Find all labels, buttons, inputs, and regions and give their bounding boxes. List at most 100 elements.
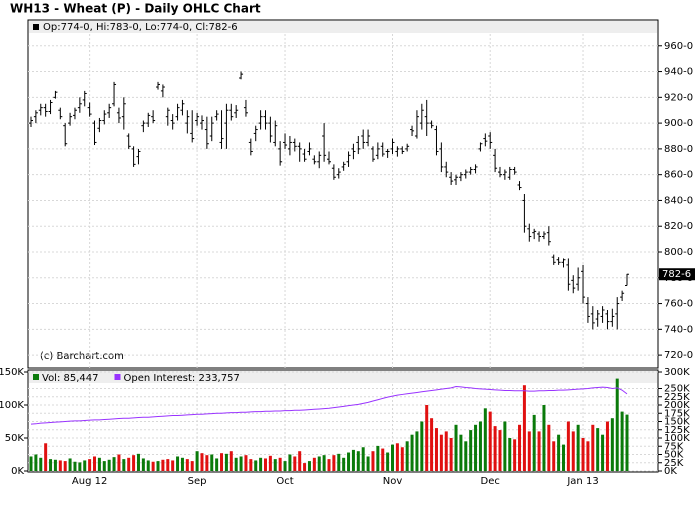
volume-bar bbox=[161, 459, 165, 471]
x-tick-label: Sep bbox=[188, 476, 207, 487]
volume-bar bbox=[53, 459, 57, 471]
price-legend-swatch bbox=[33, 24, 39, 30]
legend-swatch bbox=[33, 374, 39, 380]
volume-bar bbox=[229, 451, 233, 471]
y-tick-label: 960-0 bbox=[664, 41, 693, 52]
volume-bar bbox=[405, 441, 409, 471]
last-price-label: 782-6 bbox=[662, 269, 691, 280]
volume-bar bbox=[298, 451, 302, 471]
y-tick-label: 720-0 bbox=[664, 350, 693, 361]
volume-bar bbox=[93, 456, 97, 471]
volume-bar bbox=[464, 441, 468, 471]
volume-bar bbox=[136, 453, 140, 471]
volume-bar bbox=[425, 405, 429, 471]
y-tick-label: 0K bbox=[11, 466, 24, 477]
volume-bar bbox=[34, 454, 38, 471]
y-tick-label: 820-0 bbox=[664, 221, 693, 232]
volume-bar bbox=[327, 459, 331, 471]
volume-bar bbox=[205, 455, 209, 471]
volume-bar bbox=[581, 438, 585, 471]
y-tick-label: 150K bbox=[0, 367, 24, 378]
volume-bar bbox=[83, 460, 87, 471]
credit: (c) Barchart.com bbox=[40, 351, 124, 362]
volume-bar bbox=[200, 453, 204, 471]
volume-bar bbox=[381, 448, 385, 471]
volume-bar bbox=[342, 457, 346, 471]
volume-bar bbox=[469, 430, 473, 471]
volume-bar bbox=[78, 462, 82, 471]
volume-bar bbox=[185, 459, 189, 471]
legend-label: Vol: 85,447 bbox=[42, 373, 99, 384]
volume-bar bbox=[434, 428, 438, 471]
y-tick-label: 800-0 bbox=[664, 247, 693, 258]
price-legend: Op:774-0, Hi:783-0, Lo:774-0, Cl:782-6 bbox=[43, 22, 238, 33]
volume-bar bbox=[478, 421, 482, 471]
y2-tick-label: 250K bbox=[664, 384, 690, 395]
price-legend-box bbox=[29, 21, 657, 33]
volume-bar bbox=[44, 443, 48, 471]
volume-bar bbox=[498, 430, 502, 471]
volume-bar bbox=[557, 434, 561, 471]
volume-bar bbox=[371, 451, 375, 471]
volume-bar bbox=[322, 455, 326, 471]
volume-bar bbox=[513, 439, 517, 471]
volume-bar bbox=[63, 461, 67, 471]
y-tick-label: 920-0 bbox=[664, 92, 693, 103]
volume-bar bbox=[122, 459, 126, 471]
volume-bar bbox=[307, 461, 311, 471]
volume-bar bbox=[68, 458, 72, 471]
volume-bar bbox=[176, 456, 180, 471]
volume-bar bbox=[576, 424, 580, 471]
volume-bar bbox=[459, 434, 463, 471]
volume-bar bbox=[610, 418, 614, 471]
y-tick-label: 860-0 bbox=[664, 170, 693, 181]
open-interest-line bbox=[30, 386, 628, 425]
volume-bar bbox=[493, 426, 497, 471]
volume-bar bbox=[146, 460, 150, 471]
volume-bar bbox=[127, 457, 131, 471]
volume-bar bbox=[454, 424, 458, 471]
volume-bar bbox=[532, 414, 536, 471]
volume-bar bbox=[166, 459, 170, 471]
y-tick-label: 740-0 bbox=[664, 324, 693, 335]
volume-bar bbox=[288, 454, 292, 471]
volume-bar bbox=[263, 458, 267, 471]
volume-bar bbox=[337, 453, 341, 471]
volume-legend-box bbox=[29, 371, 657, 383]
volume-bar bbox=[141, 458, 145, 471]
volume-bar bbox=[239, 456, 243, 471]
volume-bar bbox=[449, 438, 453, 471]
volume-bar bbox=[347, 452, 351, 471]
y-tick-label: 50K bbox=[5, 433, 25, 444]
volume-bar bbox=[254, 460, 258, 471]
volume-bar bbox=[552, 441, 556, 471]
volume-bar bbox=[224, 453, 228, 471]
volume-bar bbox=[601, 434, 605, 471]
volume-bar bbox=[488, 411, 492, 471]
x-tick-label: Aug 12 bbox=[72, 476, 107, 487]
y2-tick-label: 200K bbox=[664, 400, 690, 411]
volume-bar bbox=[586, 441, 590, 471]
y2-tick-label: 300K bbox=[664, 367, 690, 378]
volume-bar bbox=[332, 455, 336, 471]
volume-bar bbox=[278, 457, 282, 471]
volume-bar bbox=[503, 421, 507, 471]
volume-bar bbox=[112, 457, 116, 471]
legend-swatch bbox=[114, 374, 121, 380]
volume-bar bbox=[474, 424, 478, 471]
volume-bar bbox=[386, 452, 390, 471]
volume-bar bbox=[73, 461, 77, 471]
volume-bar bbox=[537, 431, 541, 471]
volume-bar bbox=[361, 447, 365, 471]
volume-bar bbox=[410, 434, 414, 471]
y-tick-label: 100K bbox=[0, 400, 24, 411]
x-tick-label: Oct bbox=[276, 476, 293, 487]
volume-bar bbox=[268, 455, 272, 471]
volume-bar bbox=[527, 431, 531, 471]
volume-bar bbox=[366, 456, 370, 471]
volume-bar bbox=[547, 424, 551, 471]
volume-bar bbox=[571, 431, 575, 471]
volume-bar bbox=[102, 461, 106, 471]
volume-bar bbox=[561, 444, 565, 471]
x-tick-label: Nov bbox=[383, 476, 403, 487]
